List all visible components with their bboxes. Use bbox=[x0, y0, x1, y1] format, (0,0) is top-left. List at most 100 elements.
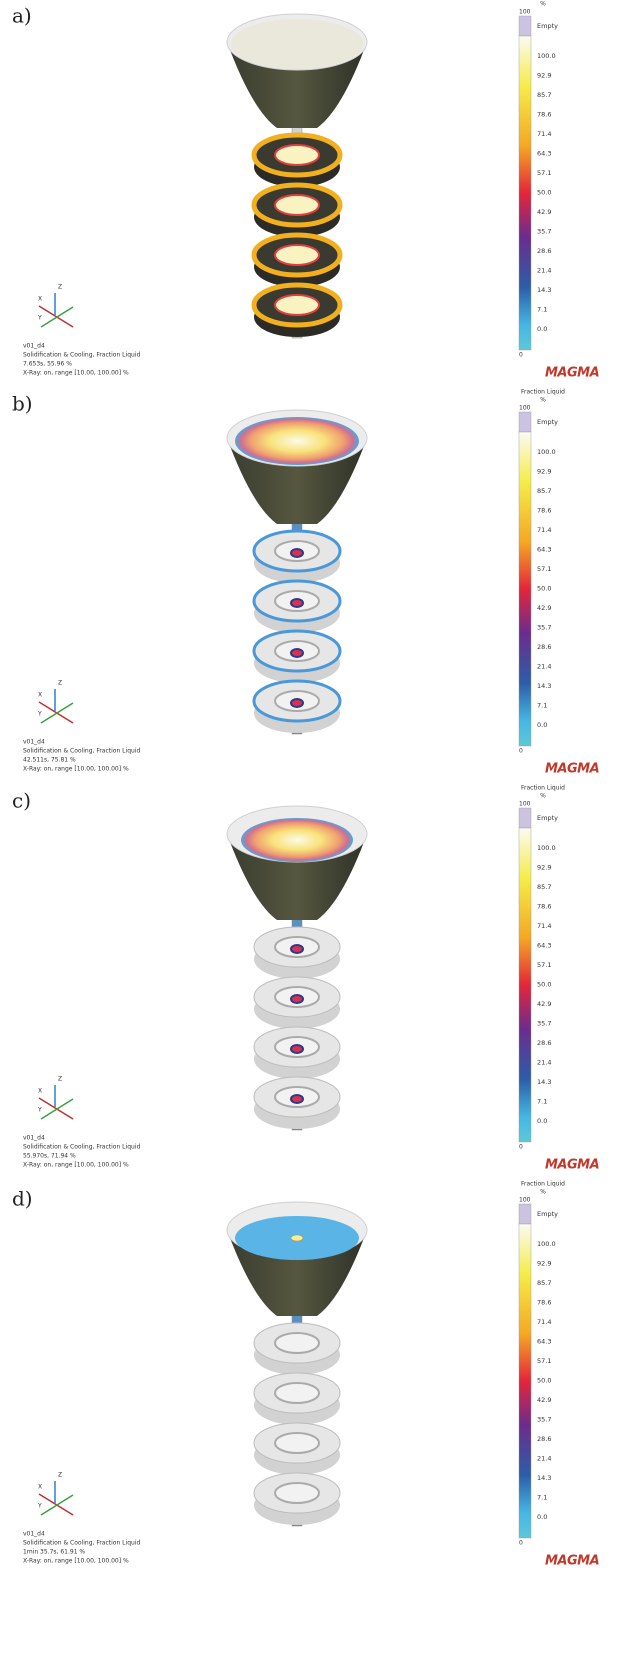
sprue-node bbox=[291, 549, 303, 557]
legend-title: Fraction Liquid bbox=[521, 785, 565, 792]
info-line: Solidification & Cooling, Fraction Liqui… bbox=[23, 1540, 140, 1547]
panel-label: d) bbox=[12, 1187, 33, 1211]
sprue-node bbox=[291, 995, 303, 1003]
legend-tick-label: 7.1 bbox=[537, 306, 547, 314]
melt bbox=[231, 19, 363, 69]
legend-tick-label: 57.1 bbox=[537, 1357, 551, 1365]
legend-colorbar bbox=[519, 828, 531, 1142]
info-line: Solidification & Cooling, Fraction Liqui… bbox=[23, 352, 140, 359]
legend-max: 100 bbox=[519, 405, 531, 412]
axis-x-label: X bbox=[38, 296, 42, 303]
legend-tick-label: 71.4 bbox=[537, 526, 551, 534]
casting-render bbox=[227, 410, 367, 734]
legend-tick-label: 57.1 bbox=[537, 961, 551, 969]
info-line: v01_d4 bbox=[23, 739, 45, 746]
logo: MAGMA bbox=[545, 1554, 599, 1569]
legend-min: 0 bbox=[519, 1540, 523, 1547]
panel-label: c) bbox=[12, 789, 31, 813]
legend-colorbar bbox=[519, 432, 531, 746]
legend-tick-label: 71.4 bbox=[537, 922, 551, 930]
logo: MAGMA bbox=[545, 1158, 599, 1173]
legend-tick-label: 57.1 bbox=[537, 169, 551, 177]
legend-tick-label: 0.0 bbox=[537, 1117, 547, 1125]
legend-tick-label: 7.1 bbox=[537, 1494, 547, 1502]
disk-hub bbox=[275, 1483, 319, 1503]
legend-title: Fraction Liquid bbox=[521, 389, 565, 396]
info-line: 1min 35.7s, 61.91 % bbox=[23, 1549, 85, 1556]
legend-empty-swatch bbox=[519, 1204, 531, 1224]
legend-tick-label: 64.3 bbox=[537, 1338, 551, 1346]
axis-z-label: Z bbox=[58, 284, 62, 291]
legend-unit: % bbox=[540, 397, 546, 404]
legend-tick-label: 14.3 bbox=[537, 682, 551, 690]
legend-tick-label: 64.3 bbox=[537, 942, 551, 950]
disk-hub bbox=[275, 1333, 319, 1353]
axis-x bbox=[39, 702, 73, 723]
info-line: X-Ray: on, range [10.00, 100.00] % bbox=[23, 1162, 129, 1169]
axis-x bbox=[39, 1098, 73, 1119]
axis-x-label: X bbox=[38, 1088, 42, 1095]
legend-tick-label: 50.0 bbox=[537, 981, 551, 989]
legend-tick-label: 0.0 bbox=[537, 721, 547, 729]
legend-unit: % bbox=[540, 793, 546, 800]
axis-x bbox=[39, 1494, 73, 1515]
info-line: X-Ray: on, range [10.00, 100.00] % bbox=[23, 370, 129, 377]
figure-canvas: a)%100Empty100.092.985.778.671.464.357.1… bbox=[0, 0, 619, 1671]
sprue-node bbox=[291, 1095, 303, 1103]
legend-tick-label: 71.4 bbox=[537, 130, 551, 138]
sprue-node bbox=[291, 599, 303, 607]
sprue-node bbox=[291, 699, 303, 707]
legend-min: 0 bbox=[519, 748, 523, 755]
legend-tick-label: 92.9 bbox=[537, 1260, 551, 1268]
legend-tick-label: 35.7 bbox=[537, 228, 551, 236]
info-line: v01_d4 bbox=[23, 343, 45, 350]
legend-tick-label: 92.9 bbox=[537, 864, 551, 872]
legend-tick-label: 85.7 bbox=[537, 883, 551, 891]
legend-tick-label: 78.6 bbox=[537, 111, 551, 119]
legend-tick-label: 100.0 bbox=[537, 1240, 556, 1248]
axis-y-label: Y bbox=[37, 315, 42, 322]
legend-tick-label: 42.9 bbox=[537, 604, 551, 612]
axis-z-label: Z bbox=[58, 1076, 62, 1083]
legend-tick-label: 14.3 bbox=[537, 1474, 551, 1482]
sprue-node bbox=[291, 649, 303, 657]
legend-tick-label: 85.7 bbox=[537, 1279, 551, 1287]
logo: MAGMA bbox=[545, 366, 599, 381]
legend-tick-label: 64.3 bbox=[537, 150, 551, 158]
legend-tick-label: 28.6 bbox=[537, 1039, 551, 1047]
legend-tick-label: 100.0 bbox=[537, 448, 556, 456]
legend-min: 0 bbox=[519, 1144, 523, 1151]
legend-tick-label: 35.7 bbox=[537, 1416, 551, 1424]
figure: a)%100Empty100.092.985.778.671.464.357.1… bbox=[0, 0, 619, 1675]
legend-tick-label: 14.3 bbox=[537, 286, 551, 294]
legend-empty: Empty bbox=[537, 418, 558, 426]
legend-tick-label: 50.0 bbox=[537, 189, 551, 197]
info-line: v01_d4 bbox=[23, 1135, 45, 1142]
info-line: v01_d4 bbox=[23, 1531, 45, 1538]
sprue-node bbox=[291, 945, 303, 953]
legend-tick-label: 71.4 bbox=[537, 1318, 551, 1326]
legend-colorbar bbox=[519, 1224, 531, 1538]
legend-tick-label: 28.6 bbox=[537, 247, 551, 255]
panel-label: b) bbox=[12, 392, 33, 416]
legend-empty: Empty bbox=[537, 22, 558, 30]
legend-tick-label: 28.6 bbox=[537, 643, 551, 651]
melt-core bbox=[291, 1235, 303, 1241]
axis-z-label: Z bbox=[58, 1472, 62, 1479]
info-line: 42.511s, 75.81 % bbox=[23, 757, 76, 764]
legend-tick-label: 21.4 bbox=[537, 663, 551, 671]
legend-unit: % bbox=[540, 1, 546, 8]
info-line: 55.970s, 71.94 % bbox=[23, 1153, 76, 1160]
legend-tick-label: 35.7 bbox=[537, 1020, 551, 1028]
legend-tick-label: 21.4 bbox=[537, 1059, 551, 1067]
info-line: Solidification & Cooling, Fraction Liqui… bbox=[23, 748, 140, 755]
info-line: 7.653s, 55.96 % bbox=[23, 361, 72, 368]
legend-empty-swatch bbox=[519, 808, 531, 828]
casting-render bbox=[227, 806, 367, 1130]
legend-tick-label: 85.7 bbox=[537, 91, 551, 99]
disk-hub bbox=[275, 145, 319, 165]
axis-z-label: Z bbox=[58, 680, 62, 687]
legend-tick-label: 78.6 bbox=[537, 1299, 551, 1307]
legend-empty: Empty bbox=[537, 1210, 558, 1218]
legend-title: Fraction Liquid bbox=[521, 1181, 565, 1188]
